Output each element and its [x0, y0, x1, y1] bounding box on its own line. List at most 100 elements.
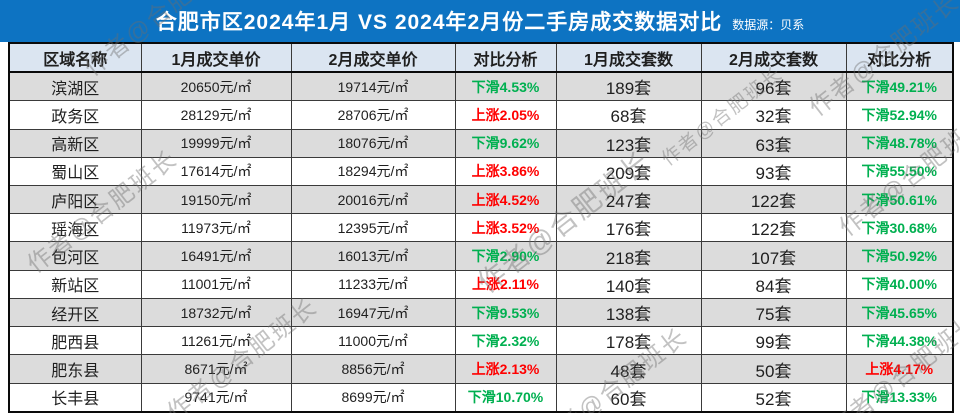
cell-feb-price: 19714元/㎡	[290, 71, 456, 102]
cell-jan-price: 11261元/㎡	[140, 326, 292, 356]
cell-price-change: 下滑2.90%	[454, 241, 557, 271]
cell-price-change: 下滑2.32%	[454, 326, 557, 356]
cell-region: 包河区	[8, 241, 142, 271]
cell-price-change: 下滑9.62%	[454, 128, 557, 158]
col-header-jan-price: 1月成交单价	[140, 42, 292, 73]
cell-feb-count: 50套	[700, 354, 847, 384]
table-row: 肥西县 11261元/㎡ 11000元/㎡ 下滑2.32% 178套 99套 下滑44.38…	[8, 326, 954, 356]
cell-jan-count: 178套	[555, 326, 702, 356]
cell-region: 经开区	[8, 297, 142, 328]
col-header-jan-count: 1月成交套数	[555, 42, 702, 73]
cell-count-change: 上涨4.17%	[845, 354, 954, 384]
cell-feb-price: 16013元/㎡	[290, 241, 456, 271]
col-header-feb-price: 2月成交单价	[290, 42, 456, 73]
cell-price-change: 下滑9.53%	[454, 297, 557, 328]
cell-jan-count: 209套	[555, 156, 702, 186]
cell-region: 肥东县	[8, 354, 142, 384]
cell-jan-price: 18732元/㎡	[140, 297, 292, 328]
cell-region: 新站区	[8, 269, 142, 299]
cell-price-change: 上涨3.52%	[454, 213, 557, 243]
col-header-count-compare: 对比分析	[845, 42, 954, 73]
cell-jan-price: 9741元/㎡	[140, 382, 292, 413]
table-row: 经开区 18732元/㎡ 16947元/㎡ 下滑9.53% 138套 75套 下滑45.65…	[8, 297, 954, 328]
cell-count-change: 下滑45.65%	[845, 297, 954, 328]
cell-jan-price: 16491元/㎡	[140, 241, 292, 271]
data-table: 区域名称 1月成交单价 2月成交单价 对比分析 1月成交套数 2月成交套数 对比…	[8, 42, 954, 413]
cell-region: 高新区	[8, 128, 142, 158]
cell-feb-price: 28706元/㎡	[290, 100, 456, 130]
cell-feb-count: 122套	[700, 184, 847, 215]
col-header-price-compare: 对比分析	[454, 42, 557, 73]
cell-jan-count: 48套	[555, 354, 702, 384]
table-row: 政务区 28129元/㎡ 28706元/㎡ 上涨2.05% 68套 32套 下滑52.94%	[8, 100, 954, 130]
cell-count-change: 下滑55.50%	[845, 156, 954, 186]
cell-jan-count: 60套	[555, 382, 702, 413]
title-bar: 合肥市区2024年1月 VS 2024年2月份二手房成交数据对比 数据源：贝系	[0, 0, 960, 42]
cell-price-change: 上涨2.05%	[454, 100, 557, 130]
table-row: 瑶海区 11973元/㎡ 12395元/㎡ 上涨3.52% 176套 122套 下滑30.6…	[8, 213, 954, 243]
cell-jan-price: 19150元/㎡	[140, 184, 292, 215]
cell-price-change: 下滑10.70%	[454, 382, 557, 413]
cell-count-change: 下滑40.00%	[845, 269, 954, 299]
cell-jan-price: 8671元/㎡	[140, 354, 292, 384]
cell-count-change: 下滑49.21%	[845, 71, 954, 102]
cell-feb-count: 84套	[700, 269, 847, 299]
data-source-label: 数据源：贝系	[732, 17, 805, 32]
cell-jan-count: 176套	[555, 213, 702, 243]
cell-feb-count: 107套	[700, 241, 847, 271]
column-header-row: 区域名称 1月成交单价 2月成交单价 对比分析 1月成交套数 2月成交套数 对比…	[8, 42, 954, 73]
cell-jan-count: 138套	[555, 297, 702, 328]
cell-price-change: 上涨3.86%	[454, 156, 557, 186]
cell-jan-price: 11001元/㎡	[140, 269, 292, 299]
table-row: 滨湖区 20650元/㎡ 19714元/㎡ 下滑4.53% 189套 96套 下滑49.21…	[8, 71, 954, 102]
col-header-feb-count: 2月成交套数	[700, 42, 847, 73]
cell-count-change: 下滑50.92%	[845, 241, 954, 271]
cell-region: 瑶海区	[8, 213, 142, 243]
cell-price-change: 下滑4.53%	[454, 71, 557, 102]
cell-feb-price: 20016元/㎡	[290, 184, 456, 215]
cell-feb-count: 96套	[700, 71, 847, 102]
table-body: 滨湖区 20650元/㎡ 19714元/㎡ 下滑4.53% 189套 96套 下滑49.21…	[8, 71, 954, 413]
cell-jan-count: 218套	[555, 241, 702, 271]
cell-region: 滨湖区	[8, 71, 142, 102]
table-row: 肥东县 8671元/㎡ 8856元/㎡ 上涨2.13% 48套 50套 上涨4.17%	[8, 354, 954, 384]
cell-feb-count: 63套	[700, 128, 847, 158]
cell-jan-count: 189套	[555, 71, 702, 102]
cell-feb-count: 93套	[700, 156, 847, 186]
cell-feb-price: 11233元/㎡	[290, 269, 456, 299]
cell-feb-count: 99套	[700, 326, 847, 356]
cell-jan-count: 140套	[555, 269, 702, 299]
data-table-container: 区域名称 1月成交单价 2月成交单价 对比分析 1月成交套数 2月成交套数 对比…	[8, 42, 954, 413]
table-row: 高新区 19999元/㎡ 18076元/㎡ 下滑9.62% 123套 63套 下滑48.78…	[8, 128, 954, 158]
cell-feb-count: 52套	[700, 382, 847, 413]
cell-feb-price: 8699元/㎡	[290, 382, 456, 413]
table-row: 新站区 11001元/㎡ 11233元/㎡ 上涨2.11% 140套 84套 下滑40.00…	[8, 269, 954, 299]
cell-count-change: 下滑52.94%	[845, 100, 954, 130]
cell-jan-price: 11973元/㎡	[140, 213, 292, 243]
cell-count-change: 下滑30.68%	[845, 213, 954, 243]
cell-price-change: 上涨4.52%	[454, 184, 557, 215]
cell-jan-count: 247套	[555, 184, 702, 215]
cell-region: 庐阳区	[8, 184, 142, 215]
cell-jan-count: 68套	[555, 100, 702, 130]
cell-feb-price: 16947元/㎡	[290, 297, 456, 328]
cell-jan-price: 20650元/㎡	[140, 71, 292, 102]
cell-jan-price: 17614元/㎡	[140, 156, 292, 186]
cell-feb-price: 12395元/㎡	[290, 213, 456, 243]
cell-count-change: 下滑50.61%	[845, 184, 954, 215]
cell-jan-price: 19999元/㎡	[140, 128, 292, 158]
cell-region: 政务区	[8, 100, 142, 130]
cell-jan-price: 28129元/㎡	[140, 100, 292, 130]
cell-count-change: 下滑13.33%	[845, 382, 954, 413]
cell-price-change: 上涨2.13%	[454, 354, 557, 384]
cell-region: 长丰县	[8, 382, 142, 413]
cell-feb-price: 18076元/㎡	[290, 128, 456, 158]
cell-region: 蜀山区	[8, 156, 142, 186]
table-row: 蜀山区 17614元/㎡ 18294元/㎡ 上涨3.86% 209套 93套 下滑55.50…	[8, 156, 954, 186]
cell-count-change: 下滑44.38%	[845, 326, 954, 356]
cell-feb-count: 32套	[700, 100, 847, 130]
cell-feb-price: 11000元/㎡	[290, 326, 456, 356]
table-row: 包河区 16491元/㎡ 16013元/㎡ 下滑2.90% 218套 107套 下滑50.9…	[8, 241, 954, 271]
cell-price-change: 上涨2.11%	[454, 269, 557, 299]
